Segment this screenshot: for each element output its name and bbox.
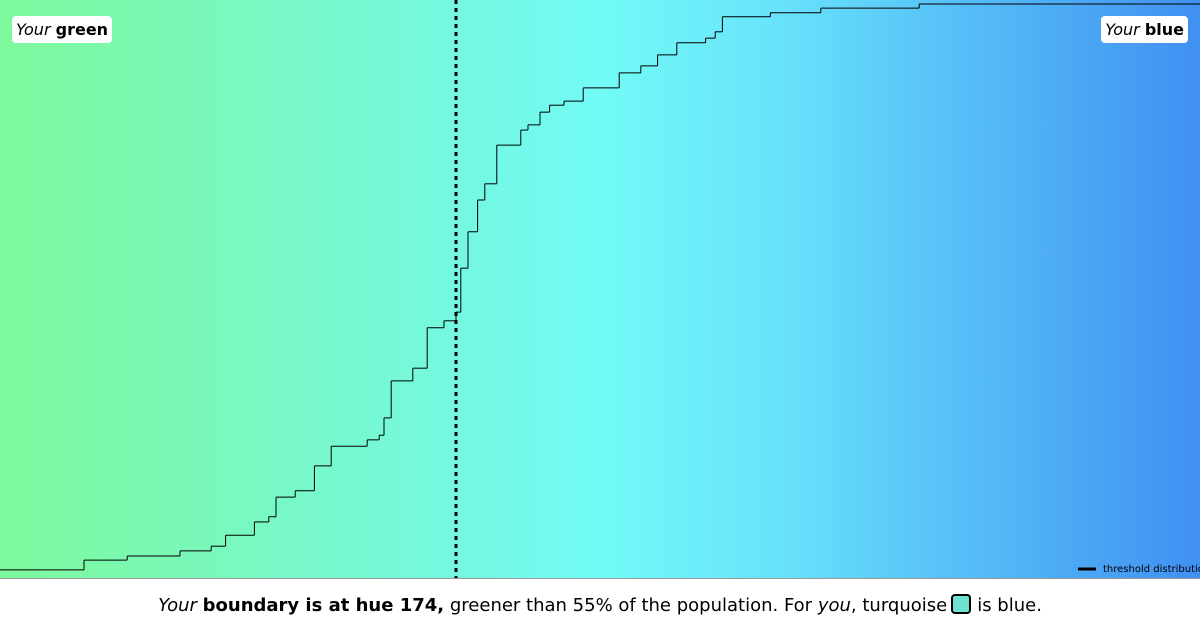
caption-text: Your — [158, 595, 197, 616]
caption-text: is blue. — [977, 595, 1042, 616]
caption-text: , turquoise — [850, 595, 948, 616]
label-prefix: Your — [1105, 20, 1140, 39]
hue-gradient — [0, 0, 1200, 579]
right-label: Your blue — [1101, 16, 1188, 43]
label-word: green — [55, 20, 109, 39]
legend-label: threshold distribution — [1103, 564, 1200, 575]
left-label: Your green — [12, 16, 113, 43]
caption-text: boundary is at hue 174, — [202, 595, 445, 616]
label-word: blue — [1144, 20, 1184, 39]
chart: threshold distribution — [0, 0, 1200, 579]
color-swatch — [951, 594, 972, 614]
caption: Your boundary is at hue 174, greener tha… — [0, 594, 1200, 616]
caption-text: you — [817, 595, 851, 616]
label-prefix: Your — [16, 20, 51, 39]
caption-text: greener than 55% of the population. For — [449, 595, 813, 616]
